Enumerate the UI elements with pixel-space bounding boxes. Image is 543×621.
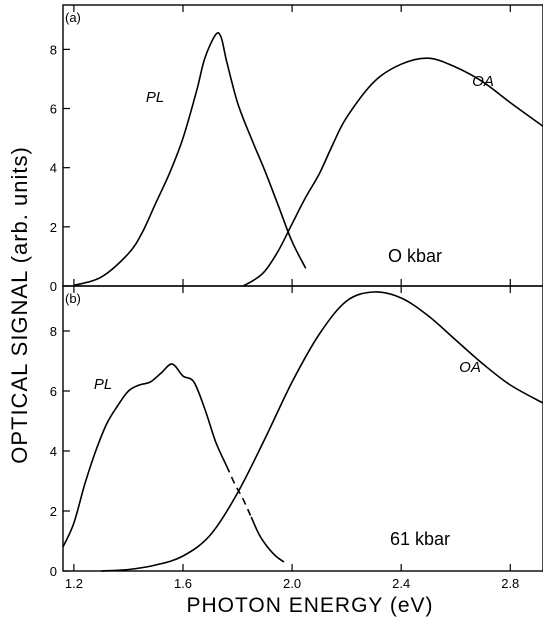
- y-tick-label: 8: [50, 42, 57, 57]
- series-line-pl: [62, 363, 228, 548]
- panel-frame: [62, 285, 543, 572]
- series-label-pl: PL: [146, 89, 164, 106]
- series-line-oa: [242, 57, 543, 287]
- panel-label: (b): [65, 291, 81, 306]
- panel-b: 0 2 4 6 8 1.2 1.6 2.0 2.4 2.8 PL OA (b) 61 kbar: [50, 285, 543, 591]
- x-tick-label: 1.6: [174, 576, 192, 591]
- series-line-oa: [101, 291, 543, 572]
- plot-area: 0 2 4 6 8 PL OA (a) O kbar 0 2 4 6 8 1.2 1.6 2.0 2.4 2.8 PL…: [50, 4, 543, 591]
- series-line-pl: [73, 32, 307, 287]
- series-label-oa: OA: [472, 73, 494, 90]
- x-tick-label: 2.4: [392, 576, 410, 591]
- panel-label: (a): [65, 10, 81, 25]
- x-tick-label: 1.2: [65, 576, 83, 591]
- y-tick-label: 0: [50, 279, 57, 294]
- series-label-oa: OA: [459, 359, 481, 376]
- x-tick-label: 2.0: [283, 576, 301, 591]
- y-tick-label: 8: [50, 324, 57, 339]
- y-tick-label: 2: [50, 504, 57, 519]
- y-tick-label: 0: [50, 564, 57, 579]
- y-tick-label: 6: [50, 102, 57, 117]
- series-label-pl: PL: [94, 376, 112, 393]
- panel-a: 0 2 4 6 8 PL OA (a) O kbar: [50, 4, 543, 294]
- x-tick-label: 2.8: [501, 576, 519, 591]
- y-axis-label: OPTICAL SIGNAL (arb. units): [7, 146, 32, 464]
- y-tick-label: 2: [50, 220, 57, 235]
- y-tick-label: 6: [50, 384, 57, 399]
- x-axis-label: PHOTON ENERGY (eV): [186, 594, 433, 617]
- y-tick-label: 4: [50, 161, 57, 176]
- pressure-annotation: O kbar: [388, 246, 442, 266]
- series-line-pl-tail: [250, 516, 285, 563]
- y-tick-label: 4: [50, 444, 57, 459]
- pressure-annotation: 61 kbar: [390, 529, 450, 549]
